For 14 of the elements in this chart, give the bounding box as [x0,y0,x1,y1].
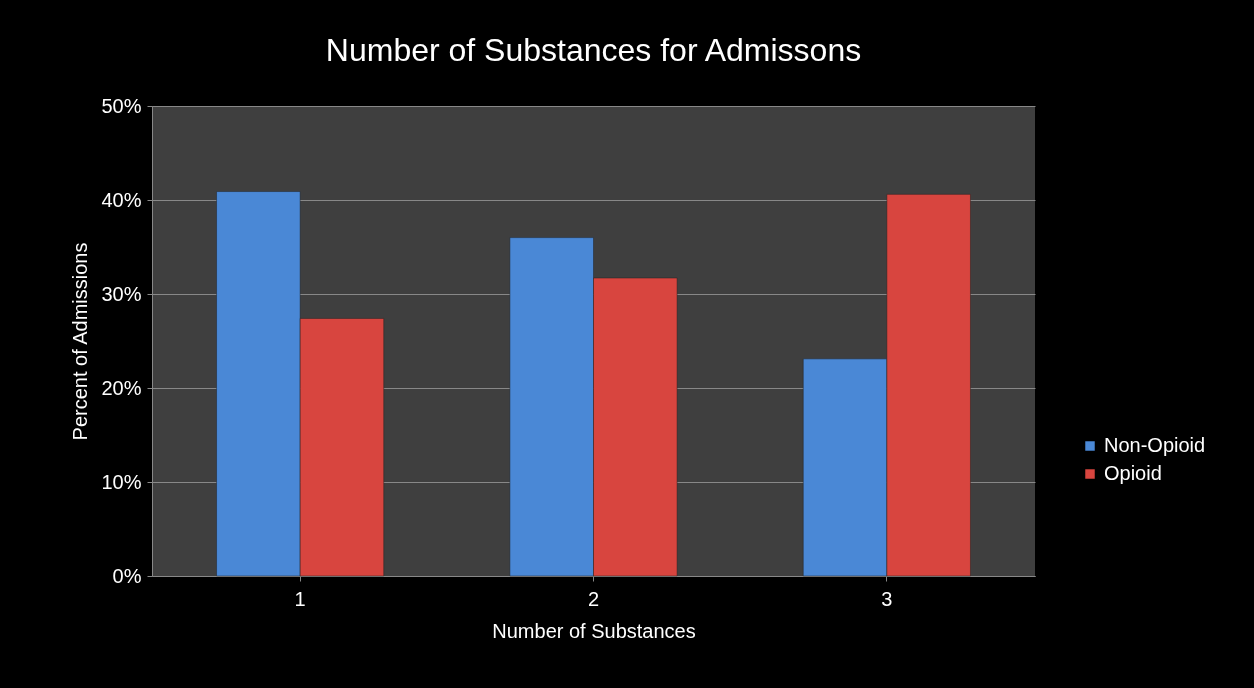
legend-label: Opioid [1104,462,1162,484]
x-tick-label: 1 [294,587,306,610]
y-tick-label: 30% [101,282,142,305]
y-axis-title: Percent of Admissions [69,242,92,441]
y-tick-label: 50% [101,94,142,117]
y-tick-label: 0% [112,564,142,587]
chart-title: Number of Substances for Admissons [325,32,862,68]
x-tick-label: 3 [881,587,893,610]
y-tick-label: 10% [101,470,142,493]
y-tick-label: 20% [101,376,142,399]
y-tick-label: 40% [101,188,142,211]
legend-label: Non-Opioid [1104,434,1206,456]
x-tick-label: 2 [587,587,600,610]
x-axis-title: Number of Substances [492,619,696,642]
